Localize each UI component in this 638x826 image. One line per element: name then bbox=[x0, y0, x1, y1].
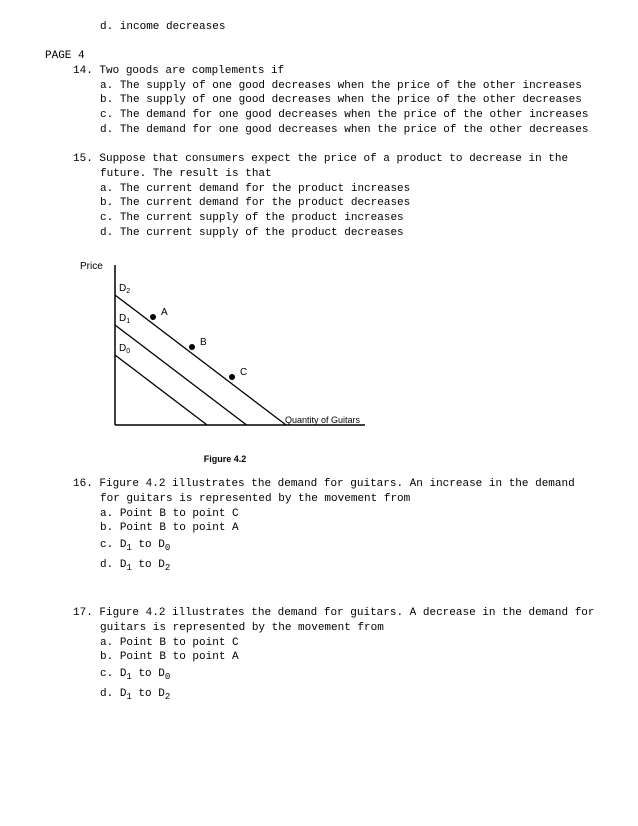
curve-label-D0: D0 bbox=[119, 343, 130, 355]
q14-c-text: The demand for one good decreases when t… bbox=[120, 109, 589, 121]
q16-d-sub2: 2 bbox=[165, 563, 170, 573]
q14-a-text: The supply of one good decreases when th… bbox=[120, 80, 582, 92]
q17-b-label: b. bbox=[100, 651, 113, 663]
q16-d-mid: to D bbox=[132, 559, 165, 571]
q16-c-label: c. bbox=[100, 539, 113, 551]
q16-text: Figure 4.2 illustrates the demand for gu… bbox=[99, 478, 574, 505]
q17-a-label: a. bbox=[100, 637, 113, 649]
q14-text: Two goods are complements if bbox=[99, 65, 284, 77]
q16-a-text: Point B to point C bbox=[120, 508, 239, 520]
q16-c-sub1: 1 bbox=[126, 543, 131, 553]
q15-c-label: c. bbox=[100, 212, 113, 224]
point-B bbox=[189, 344, 195, 350]
prelude-option-d: d. income decreases bbox=[45, 20, 598, 35]
point-group: A B C bbox=[150, 307, 247, 380]
q16-b-label: b. bbox=[100, 522, 113, 534]
demand-chart: Price Quantity of Guitars D2 D1 D0 A B C bbox=[75, 255, 375, 445]
q14-b-label: b. bbox=[100, 94, 113, 106]
q17-a-text: Point B to point C bbox=[120, 637, 239, 649]
q17-text: Figure 4.2 illustrates the demand for gu… bbox=[99, 607, 594, 634]
q16-num: 16. bbox=[73, 478, 93, 490]
question-14: 14. Two goods are complements if a. The … bbox=[45, 64, 598, 138]
page-marker: PAGE 4 bbox=[45, 49, 598, 64]
q16-a-label: a. bbox=[100, 508, 113, 520]
q16-d-label: d. bbox=[100, 559, 113, 571]
q17-d-mid: to D bbox=[132, 688, 165, 700]
q17-c-label: c. bbox=[100, 668, 113, 680]
point-label-B: B bbox=[200, 337, 207, 348]
curve-label-D1: D1 bbox=[119, 313, 130, 325]
q16-c-sub2: 0 bbox=[165, 543, 170, 553]
q15-text: Suppose that consumers expect the price … bbox=[99, 153, 568, 180]
q14-a-label: a. bbox=[100, 80, 113, 92]
point-label-C: C bbox=[240, 367, 247, 378]
q14-num: 14. bbox=[73, 65, 93, 77]
q14-d-label: d. bbox=[100, 124, 113, 136]
curve-group: D2 D1 D0 bbox=[115, 283, 286, 425]
q17-c-sub1: 1 bbox=[126, 672, 131, 682]
q17-c-mid: to D bbox=[132, 668, 165, 680]
point-label-A: A bbox=[161, 307, 168, 318]
q15-b-label: b. bbox=[100, 197, 113, 209]
q17-b-text: Point B to point A bbox=[120, 651, 239, 663]
figure-caption: Figure 4.2 bbox=[95, 453, 355, 465]
q14-d-text: The demand for one good decreases when t… bbox=[120, 124, 589, 136]
q17-num: 17. bbox=[73, 607, 93, 619]
question-15: 15. Suppose that consumers expect the pr… bbox=[45, 152, 598, 241]
q17-c-sub2: 0 bbox=[165, 672, 170, 682]
q15-c-text: The current supply of the product increa… bbox=[120, 212, 404, 224]
curve-label-D2: D2 bbox=[119, 283, 130, 295]
curve-D1 bbox=[115, 325, 247, 425]
q17-d-sub2: 2 bbox=[165, 692, 170, 702]
q15-a-text: The current demand for the product incre… bbox=[120, 183, 410, 195]
question-17: 17. Figure 4.2 illustrates the demand fo… bbox=[45, 606, 598, 705]
q16-d-sub1: 1 bbox=[126, 563, 131, 573]
q15-b-text: The current demand for the product decre… bbox=[120, 197, 410, 209]
q16-b-text: Point B to point A bbox=[120, 522, 239, 534]
q14-b-text: The supply of one good decreases when th… bbox=[120, 94, 582, 106]
y-axis-label: Price bbox=[80, 261, 103, 272]
q16-c-mid: to D bbox=[132, 539, 165, 551]
curve-D2 bbox=[115, 295, 286, 425]
point-C bbox=[229, 374, 235, 380]
q17-d-sub1: 1 bbox=[126, 692, 131, 702]
figure-4-2: Price Quantity of Guitars D2 D1 D0 A B C Fig… bbox=[75, 255, 598, 465]
q14-c-label: c. bbox=[100, 109, 113, 121]
q15-d-label: d. bbox=[100, 227, 113, 239]
q15-a-label: a. bbox=[100, 183, 113, 195]
point-A bbox=[150, 314, 156, 320]
x-axis-label: Quantity of Guitars bbox=[285, 415, 361, 425]
curve-D0 bbox=[115, 355, 207, 425]
q15-d-text: The current supply of the product decrea… bbox=[120, 227, 404, 239]
q15-num: 15. bbox=[73, 153, 93, 165]
question-16: 16. Figure 4.2 illustrates the demand fo… bbox=[45, 477, 598, 576]
q17-d-label: d. bbox=[100, 688, 113, 700]
